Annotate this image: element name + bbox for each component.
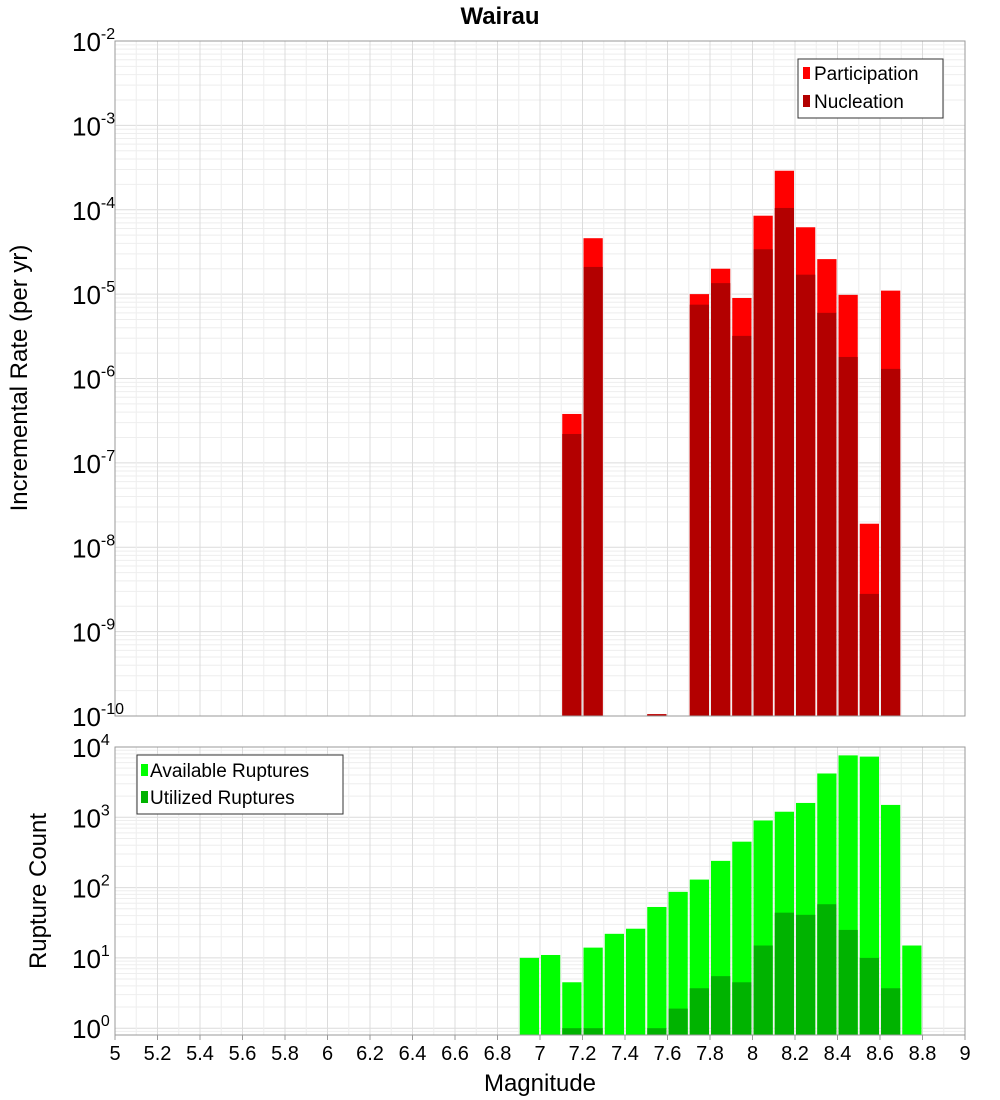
bar-utilized-ruptures — [689, 988, 709, 1035]
top-plot-grid — [114, 41, 966, 717]
legend-swatch-available-ruptures — [141, 764, 148, 776]
x-tick-label: 8.8 — [909, 1043, 937, 1065]
x-tick-label: 6.2 — [356, 1043, 384, 1065]
bar-utilized-ruptures — [583, 1028, 603, 1035]
top-plot-frame — [114, 40, 966, 717]
x-tick-label: 5 — [109, 1043, 120, 1065]
legend-label-nucleation: Nucleation — [814, 92, 904, 113]
bar-nucleation — [817, 312, 837, 716]
x-axis-label: Magnitude — [484, 1070, 596, 1097]
bar-available-ruptures — [626, 928, 646, 1035]
bar-nucleation — [753, 249, 773, 716]
bar-available-ruptures — [604, 933, 624, 1035]
bar-utilized-ruptures — [859, 957, 879, 1035]
bar-available-ruptures — [902, 945, 922, 1035]
top-y-tick-labels: 10-2 10-3 10-4 10-5 10-6 10-7 10-8 10-9 10-10 — [72, 26, 124, 732]
bar-utilized-ruptures — [732, 982, 752, 1035]
bar-available-ruptures — [583, 947, 603, 1035]
x-tick-label: 7 — [534, 1043, 545, 1065]
top-y-axis-label: Incremental Rate (per yr) — [6, 245, 33, 512]
bar-nucleation — [562, 433, 582, 716]
x-tick-label: 8.6 — [866, 1043, 894, 1065]
legend-swatch-utilized-ruptures — [141, 791, 148, 803]
bottom-legend-box — [136, 754, 344, 815]
y-tick-label: 10-7 — [72, 448, 115, 479]
y-tick-label: 101 — [72, 943, 110, 974]
y-tick-label: 10-8 — [72, 532, 115, 563]
x-tick-label: 6.6 — [441, 1043, 469, 1065]
x-tick-label: 7.8 — [696, 1043, 724, 1065]
bar-available-ruptures — [647, 906, 667, 1035]
bar-utilized-ruptures — [753, 945, 773, 1035]
y-tick-label: 103 — [72, 802, 110, 833]
bottom-y-tick-labels: 104 103 102 101 100 — [72, 732, 110, 1044]
bar-utilized-ruptures — [838, 929, 858, 1035]
legend-label-available-ruptures: Available Ruptures — [150, 761, 309, 782]
legend-swatch-participation — [803, 67, 810, 79]
top-legend: Participation Nucleation — [797, 58, 944, 119]
bar-available-ruptures — [562, 982, 582, 1035]
bar-utilized-ruptures — [647, 1028, 667, 1035]
x-tick-label: 8.4 — [824, 1043, 852, 1065]
x-tick-label: 5.6 — [229, 1043, 257, 1065]
bar-nucleation — [711, 283, 731, 716]
x-tick-labels: 5 5.2 5.4 5.6 5.8 6 6.2 6.4 6.6 6.8 7 7.2 7.4 7.6 7.8 8… — [109, 1035, 971, 1065]
bar-utilized-ruptures — [562, 1028, 582, 1035]
x-tick-label: 5.8 — [271, 1043, 299, 1065]
x-tick-label: 5.2 — [144, 1043, 172, 1065]
bottom-y-axis-label: Rupture Count — [25, 813, 52, 969]
x-tick-label: 8 — [747, 1043, 758, 1065]
bar-utilized-ruptures — [817, 904, 837, 1035]
chart-title: Wairau — [460, 3, 539, 30]
y-tick-label: 104 — [72, 732, 110, 763]
legend-label-participation: Participation — [814, 64, 919, 85]
bar-nucleation — [838, 356, 858, 716]
top-plot: 10-2 10-3 10-4 10-5 10-6 10-7 10-8 10-9 10-10 In… — [6, 26, 966, 732]
x-tick-label: 5.4 — [186, 1043, 214, 1065]
x-tick-label: 6.8 — [484, 1043, 512, 1065]
bar-utilized-ruptures — [668, 1008, 688, 1035]
legend-swatch-nucleation — [803, 95, 810, 107]
bar-available-ruptures — [519, 957, 539, 1035]
y-tick-label: 102 — [72, 873, 110, 904]
bar-nucleation — [647, 714, 667, 716]
legend-label-utilized-ruptures: Utilized Ruptures — [150, 788, 295, 809]
bar-nucleation — [774, 207, 794, 716]
x-tick-label: 7.4 — [611, 1043, 639, 1065]
bar-utilized-ruptures — [774, 912, 794, 1035]
x-tick-label: 7.2 — [569, 1043, 597, 1065]
bar-utilized-ruptures — [796, 914, 816, 1035]
y-tick-label: 10-3 — [72, 110, 115, 141]
x-tick-label: 9 — [959, 1043, 970, 1065]
y-tick-label: 100 — [72, 1013, 110, 1044]
bar-nucleation — [689, 304, 709, 716]
y-tick-label: 10-5 — [72, 279, 115, 310]
bar-nucleation — [796, 274, 816, 716]
bar-nucleation — [583, 266, 603, 716]
bar-utilized-ruptures — [711, 976, 731, 1035]
bar-available-ruptures — [541, 954, 561, 1035]
bar-nucleation — [859, 593, 879, 716]
y-tick-label: 10-6 — [72, 364, 115, 395]
y-tick-label: 10-10 — [72, 701, 124, 732]
bar-utilized-ruptures — [881, 988, 901, 1035]
y-tick-label: 10-2 — [72, 26, 115, 57]
top-plot-bars — [562, 170, 901, 717]
top-legend-box — [797, 58, 944, 119]
y-tick-label: 10-9 — [72, 617, 115, 648]
bar-available-ruptures — [668, 891, 688, 1035]
bottom-legend: Available Ruptures Utilized Ruptures — [136, 754, 344, 815]
bar-available-ruptures — [881, 804, 901, 1035]
y-tick-label: 10-4 — [72, 195, 115, 226]
x-tick-label: 6.4 — [399, 1043, 427, 1065]
bar-nucleation — [881, 368, 901, 716]
x-tick-label: 8.2 — [781, 1043, 809, 1065]
bar-nucleation — [732, 335, 752, 716]
bottom-plot-bars — [519, 755, 922, 1035]
bottom-plot: 104 103 102 101 100 5 5.2 5.4 5.6 5.8 6 6.2 6.4 6.6 6… — [25, 732, 971, 1097]
x-tick-label: 7.6 — [654, 1043, 682, 1065]
x-tick-label: 6 — [322, 1043, 333, 1065]
